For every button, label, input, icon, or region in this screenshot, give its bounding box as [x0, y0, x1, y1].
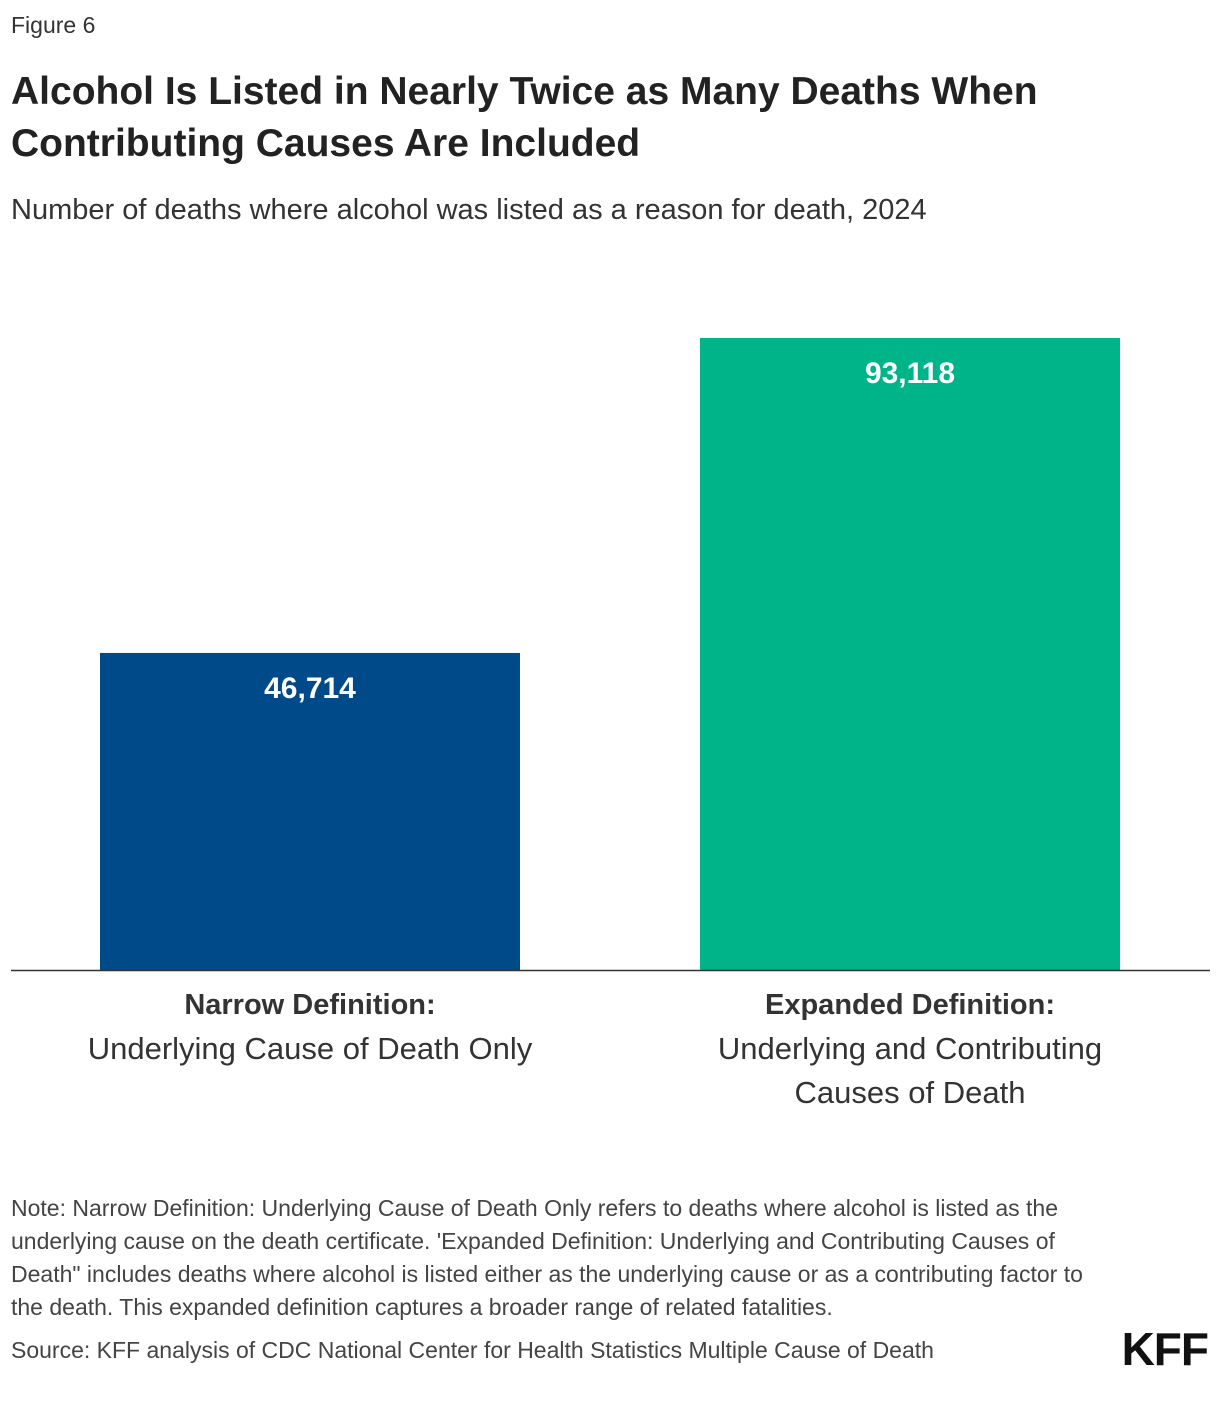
bar-chart: 46,714 Narrow Definition: Underlying Cause…	[11, 338, 1210, 1110]
category-title: Narrow Definition:	[184, 989, 435, 1021]
category-label-line: Underlying Cause of Death Only	[88, 1031, 533, 1066]
chart-source: Source: KFF analysis of CDC National Cen…	[11, 1337, 934, 1363]
bar-expanded-definition	[700, 338, 1120, 970]
kff-logo: KFF	[1121, 1323, 1209, 1375]
bar-narrow-definition	[100, 652, 520, 970]
bar-value-label: 46,714	[264, 672, 356, 705]
chart-note: Note: Narrow Definition: Underlying Caus…	[11, 1195, 1083, 1320]
bar-value-label: 93,118	[865, 357, 955, 390]
chart-subtitle: Number of deaths where alcohol was liste…	[11, 194, 927, 226]
category-title: Expanded Definition:	[765, 989, 1055, 1021]
category-label-line: Underlying and Contributing	[718, 1031, 1102, 1066]
category-label-line: Causes of Death	[795, 1075, 1026, 1110]
figure-label: Figure 6	[11, 12, 96, 38]
chart-title: Alcohol Is Listed in Nearly Twice as Man…	[11, 70, 1038, 165]
